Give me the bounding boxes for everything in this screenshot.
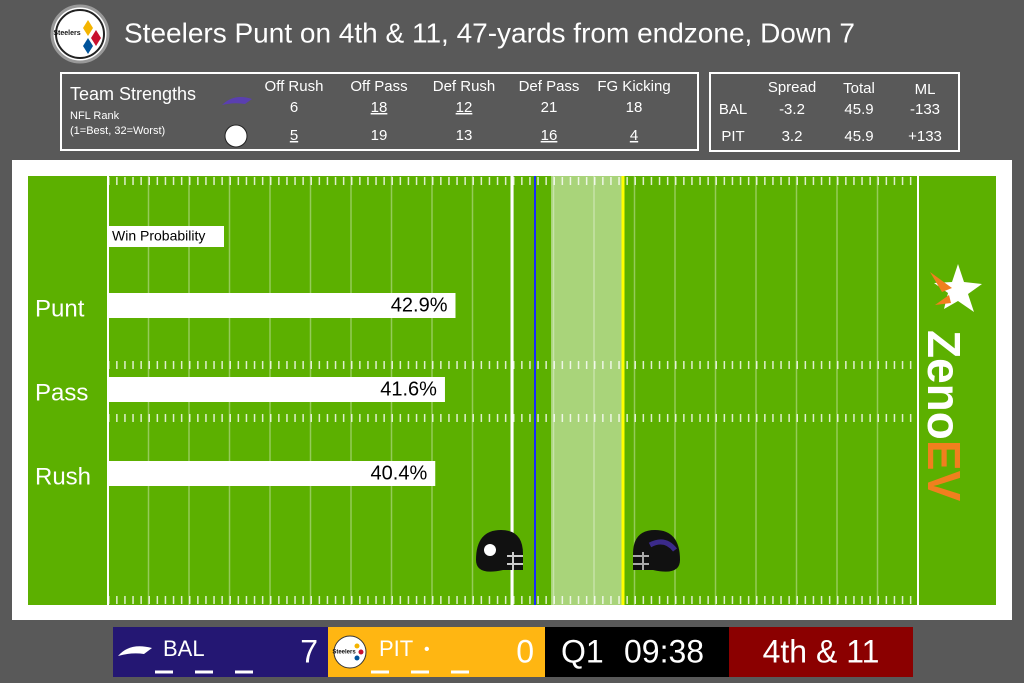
rank-cell: 4 bbox=[630, 127, 638, 144]
down-distance: 4th & 11 bbox=[763, 633, 880, 669]
first-down-zone bbox=[551, 176, 623, 605]
odds-header: Spread bbox=[768, 79, 816, 96]
rank-cell: 21 bbox=[541, 99, 558, 116]
chart-title: Win Probability bbox=[112, 228, 205, 244]
odds-table: Spread Total ML BAL -3.2 45.9 -133 PIT 3.2 45.9 +1… bbox=[719, 79, 942, 145]
quarter: Q1 bbox=[561, 633, 604, 669]
title: Steelers Punt on 4th & 11, 47-yards from… bbox=[124, 17, 855, 48]
odds-cell: 3.2 bbox=[782, 128, 803, 145]
strengths-subtitle: NFL Rank bbox=[70, 110, 120, 122]
odds-cell: -3.2 bbox=[779, 101, 805, 118]
bal-logo bbox=[118, 646, 152, 656]
bal-logo bbox=[222, 97, 252, 105]
column-header: Off Rush bbox=[265, 78, 324, 95]
odds-cell: +133 bbox=[908, 128, 942, 145]
bar bbox=[108, 377, 445, 402]
rank-cell: 19 bbox=[371, 127, 388, 144]
brand-second: EV bbox=[918, 440, 970, 502]
strengths-box bbox=[60, 72, 699, 151]
value-label: 41.6% bbox=[380, 378, 437, 400]
strengths-title: Team Strengths bbox=[70, 84, 196, 104]
header-logo: Steelers bbox=[50, 4, 110, 64]
category-label: Punt bbox=[35, 295, 85, 322]
odds-cell: 45.9 bbox=[844, 128, 873, 145]
bar bbox=[108, 293, 456, 318]
column-header: FG Kicking bbox=[597, 78, 670, 95]
odds-cell: 45.9 bbox=[844, 101, 873, 118]
odds-header: Total bbox=[843, 80, 875, 97]
away-team: BAL bbox=[163, 636, 205, 661]
odds-team: PIT bbox=[721, 128, 744, 145]
rank-cell: 16 bbox=[541, 127, 558, 144]
logo-text: Steelers bbox=[53, 30, 80, 37]
column-header: Def Rush bbox=[433, 78, 496, 95]
column-header: Off Pass bbox=[350, 78, 407, 95]
value-label: 42.9% bbox=[391, 294, 448, 316]
pit-helmet bbox=[476, 530, 523, 572]
away-panel bbox=[113, 627, 328, 677]
value-label: 40.4% bbox=[371, 462, 428, 484]
chart-title-box bbox=[108, 226, 224, 247]
odds-cell: -133 bbox=[910, 101, 940, 118]
down-panel bbox=[729, 627, 913, 677]
column-header: Def Pass bbox=[519, 78, 580, 95]
rank-cell: 13 bbox=[456, 127, 473, 144]
category-label: Pass bbox=[35, 379, 88, 406]
category-label: Rush bbox=[35, 463, 91, 490]
home-score: 0 bbox=[516, 633, 534, 669]
rank-cell: 12 bbox=[456, 99, 473, 116]
strengths-table: Off Rush Off Pass Def Rush Def Pass FG Kicki… bbox=[222, 78, 671, 148]
pit-logo-text: Steelers bbox=[332, 650, 356, 656]
clock: 09:38 bbox=[624, 633, 704, 669]
away-score: 7 bbox=[300, 633, 318, 669]
bal-helmet bbox=[633, 530, 680, 572]
brand-text: ZenoEV bbox=[918, 330, 970, 502]
rank-cell: 18 bbox=[626, 99, 643, 116]
rank-cell: 6 bbox=[290, 99, 298, 116]
rank-cell: 5 bbox=[290, 127, 298, 144]
brand-logo: ZenoEV bbox=[918, 264, 982, 502]
odds-team: BAL bbox=[719, 101, 747, 118]
brand-first: Zeno bbox=[918, 330, 970, 440]
clock-panel bbox=[545, 627, 729, 677]
pit-logo bbox=[224, 124, 248, 148]
rank-cell: 18 bbox=[371, 99, 388, 116]
odds-box bbox=[709, 72, 960, 152]
strengths-note: (1=Best, 32=Worst) bbox=[70, 125, 165, 137]
bars: Punt 42.9% Pass 41.6% Rush 40.4% bbox=[35, 293, 456, 490]
odds-header: ML bbox=[915, 81, 936, 98]
possession: • bbox=[424, 641, 430, 658]
bar bbox=[108, 461, 436, 486]
home-team: PIT bbox=[379, 636, 413, 661]
